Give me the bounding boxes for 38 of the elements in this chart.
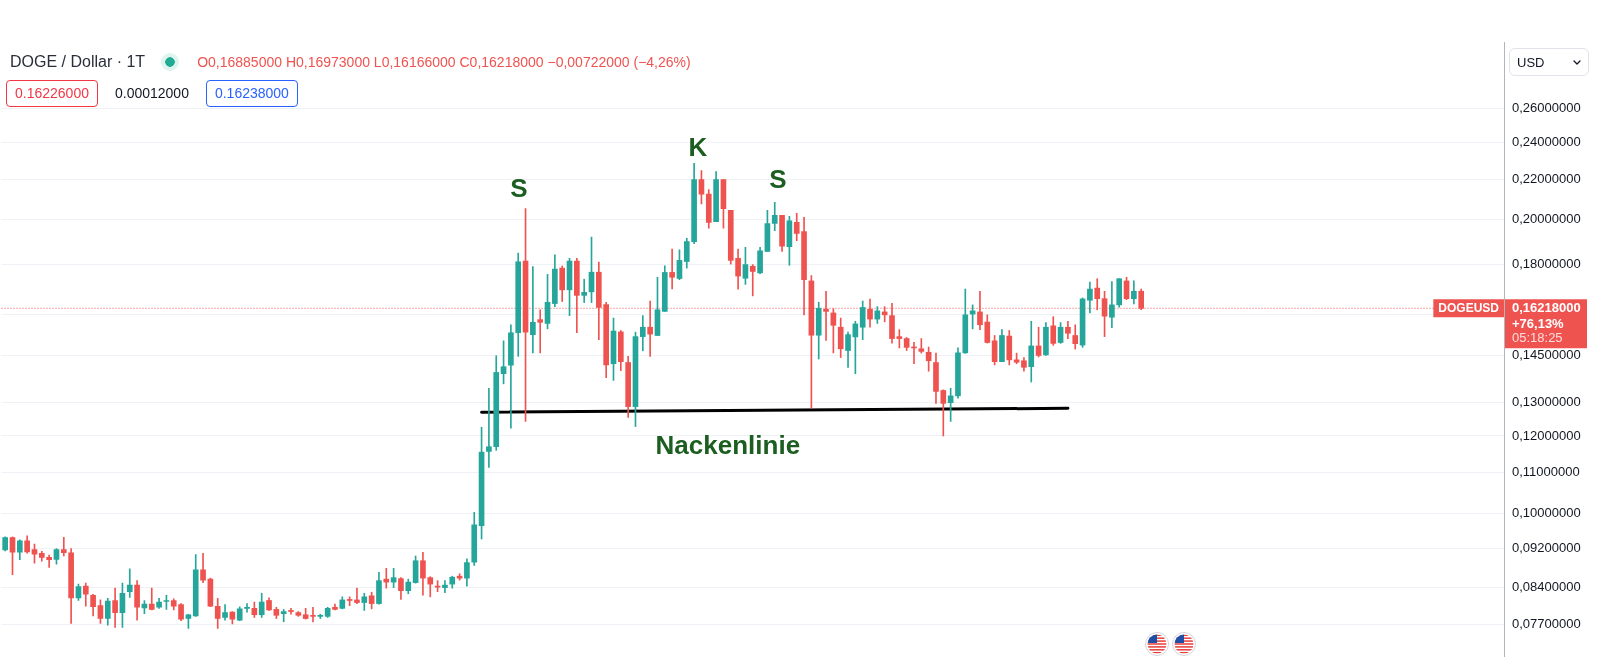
candlestick (749, 264, 756, 297)
y-axis-title: USD (1517, 54, 1545, 70)
annotation: 0.00012000 (113, 84, 190, 103)
ref-line-label: DOGEUSD (1438, 301, 1500, 316)
y-tick-label: 0,09200000 (1512, 540, 1581, 556)
candlestick (126, 568, 133, 598)
candlestick (442, 580, 448, 594)
annotation: S (510, 173, 528, 204)
text: 0,16218000 (1512, 299, 1581, 315)
y-tick-label: 0,26000000 (1512, 99, 1581, 115)
y-tick-label: 0,13000000 (1512, 393, 1581, 409)
annotation: 0.16226000 (6, 80, 98, 107)
text: +76,13% (1512, 315, 1565, 331)
candlestick (244, 603, 250, 613)
annotation: 0.16238000 (205, 80, 298, 107)
candlestick (280, 609, 287, 623)
annotation: S (769, 164, 787, 195)
series-label: Nackenlinie (655, 429, 801, 460)
candlestick (530, 266, 536, 354)
text: DOGE / Dollar · 1T (10, 52, 146, 72)
y-tick-label: 0,24000000 (1512, 133, 1581, 149)
candlestick (669, 248, 675, 290)
y-tick-label: 0,08400000 (1512, 578, 1581, 594)
y-tick-label: 0,11000000 (1512, 464, 1580, 480)
y-tick-label: 0,20000000 (1512, 211, 1581, 227)
y-tick-label: 0,18000000 (1512, 255, 1581, 271)
candlestick (310, 606, 316, 623)
y-tick-label: 0,10000000 (1512, 504, 1581, 520)
y-tick-label: 0,07700000 (1512, 615, 1581, 631)
annotation: K (688, 132, 708, 163)
y-tick-label: 0,22000000 (1512, 170, 1581, 186)
candlestick (354, 587, 360, 604)
y-tick-label: 0,12000000 (1512, 427, 1581, 443)
candlestick (581, 278, 588, 303)
y-tick-label: 0,14500000 (1512, 347, 1581, 363)
text: 05:18:25 (1512, 329, 1563, 345)
candlestick (288, 608, 294, 615)
text: O0,16885000 H0,16973000 L0,16166000 C0,16218000 −0,00722000 (−4,26%) (197, 53, 691, 72)
